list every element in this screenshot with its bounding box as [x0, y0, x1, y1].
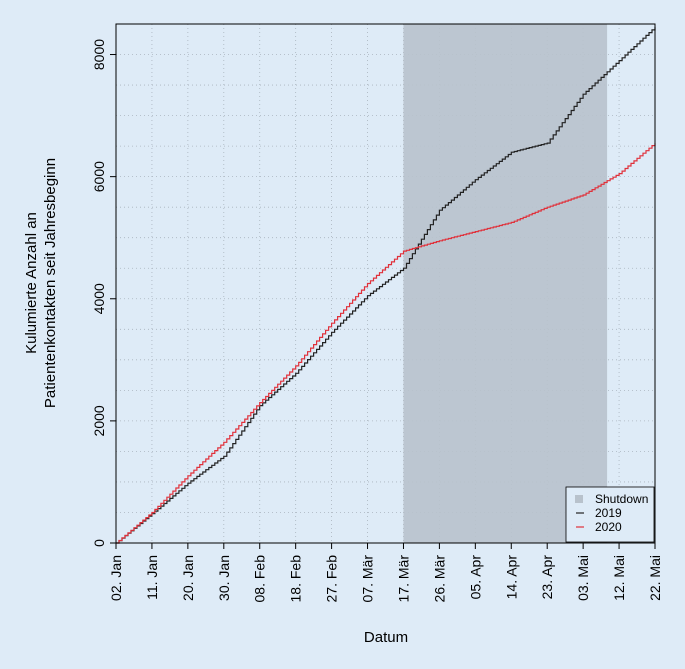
x-tick-label: 02. Jan: [108, 555, 124, 601]
legend-box: [565, 486, 655, 543]
x-tick-label: 05. Apr: [467, 555, 483, 600]
x-tick-label: 18. Feb: [288, 555, 304, 603]
x-tick-label: 08. Feb: [252, 555, 268, 603]
legend-label-shutdown: Shutdown: [595, 492, 648, 506]
x-tick-label: 26. Mär: [431, 555, 447, 603]
x-tick-label: 07. Mär: [360, 555, 376, 603]
x-axis-title: Datum: [364, 629, 408, 646]
y-tick-label: 6000: [91, 161, 107, 192]
series-layer: [116, 27, 656, 544]
x-tick-label: 30. Jan: [216, 555, 232, 601]
x-tick-label: 12. Mai: [611, 555, 627, 601]
series-line-2019: [116, 27, 656, 544]
x-tick-label: 20. Jan: [180, 555, 196, 601]
y-tick-label: 0: [91, 539, 107, 547]
plot-frame: [115, 23, 656, 544]
series-line-2020: [116, 143, 656, 544]
y-tick-label: 4000: [91, 283, 107, 314]
legend-label-2020: 2020: [595, 520, 622, 534]
x-tick-label: 17. Mär: [395, 555, 411, 603]
x-tick-label: 27. Feb: [324, 555, 340, 603]
legend: Shutdown 2019 2020: [565, 486, 655, 543]
x-tick-label: 11. Jan: [144, 555, 160, 600]
x-tick-label: 14. Apr: [503, 555, 519, 600]
x-tick-label: 22. Mai: [647, 555, 663, 601]
legend-shutdown-swatch: [575, 495, 583, 503]
y-axis: 0 2000 4000 6000 8000: [91, 39, 116, 547]
x-tick-label: 03. Mai: [575, 555, 591, 601]
x-axis: 02. Jan 11. Jan 20. Jan 30. Jan 08. Feb 18. F…: [108, 543, 663, 602]
y-axis-title-line2: Patientenkontakten seit Jahresbeginn: [42, 158, 59, 408]
y-tick-label: 2000: [91, 405, 107, 436]
x-tick-label: 23. Apr: [539, 555, 555, 600]
legend-label-2019: 2019: [595, 506, 622, 520]
y-tick-label: 8000: [91, 39, 107, 70]
y-axis-title-line1: Kulumierte Anzahl an: [23, 212, 40, 354]
